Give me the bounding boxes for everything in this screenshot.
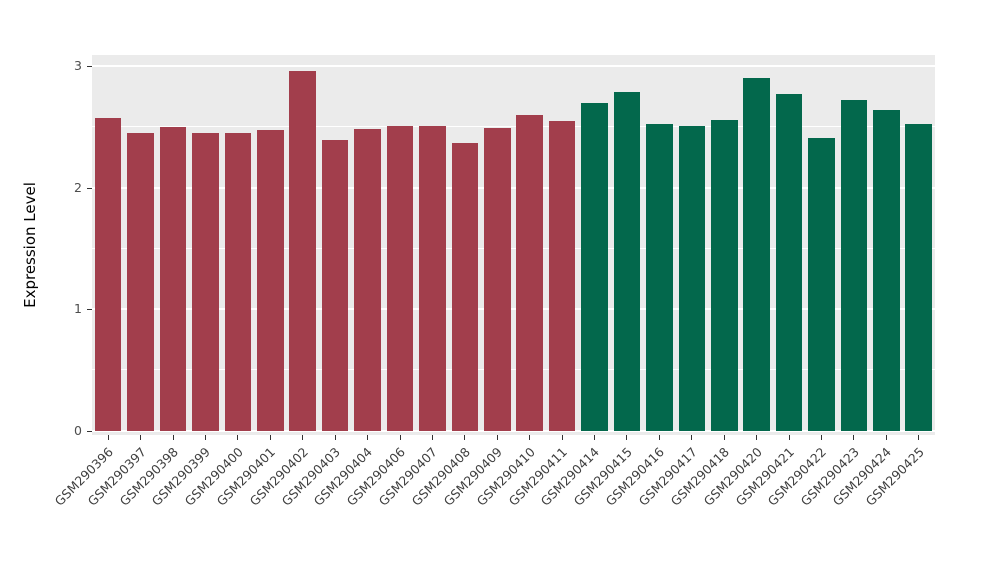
bar bbox=[808, 137, 835, 431]
bar bbox=[905, 124, 933, 431]
x-tick-mark bbox=[885, 435, 887, 440]
bar bbox=[354, 129, 381, 431]
x-tick-mark bbox=[918, 435, 920, 440]
x-tick-mark bbox=[756, 435, 758, 440]
x-tick-mark bbox=[821, 435, 823, 440]
y-tick-label: 2 bbox=[74, 179, 82, 195]
gridline-major bbox=[92, 430, 935, 432]
gridline-minor bbox=[92, 369, 935, 371]
bar bbox=[224, 132, 252, 431]
x-tick-mark bbox=[594, 435, 596, 440]
x-tick-mark bbox=[334, 435, 336, 440]
x-tick-mark bbox=[107, 435, 109, 440]
bar bbox=[775, 93, 803, 431]
bar bbox=[289, 70, 317, 431]
x-tick-mark bbox=[464, 435, 466, 440]
x-tick-mark bbox=[399, 435, 401, 440]
plot-panel bbox=[92, 55, 935, 435]
x-tick-mark bbox=[367, 435, 369, 440]
bar bbox=[548, 120, 576, 431]
x-tick-mark bbox=[561, 435, 563, 440]
y-tick-label: 0 bbox=[74, 423, 82, 438]
x-tick-mark bbox=[853, 435, 855, 440]
x-tick-mark bbox=[302, 435, 304, 440]
y-tick-label: 1 bbox=[74, 301, 82, 317]
bar bbox=[386, 125, 414, 431]
bar bbox=[873, 109, 900, 431]
bar bbox=[451, 142, 479, 431]
bar bbox=[321, 140, 349, 431]
bar bbox=[419, 125, 446, 431]
x-tick-mark bbox=[691, 435, 693, 440]
bar bbox=[257, 130, 284, 431]
bar bbox=[678, 125, 706, 431]
x-tick-mark bbox=[431, 435, 433, 440]
bar bbox=[581, 102, 608, 431]
y-tick-mark bbox=[87, 66, 92, 67]
x-tick-mark bbox=[626, 435, 628, 440]
x-tick-mark bbox=[496, 435, 498, 440]
y-tick-mark bbox=[87, 431, 92, 432]
x-tick-mark bbox=[140, 435, 142, 440]
y-tick-label: 3 bbox=[74, 58, 82, 73]
bar bbox=[483, 128, 511, 431]
gridline-major bbox=[92, 308, 935, 311]
x-tick-mark bbox=[658, 435, 660, 440]
x-tick-mark bbox=[788, 435, 790, 440]
gridline-minor bbox=[92, 125, 935, 127]
y-axis-title: Expression Level bbox=[21, 182, 39, 308]
bar bbox=[613, 91, 641, 431]
bar bbox=[840, 100, 868, 431]
y-tick-mark bbox=[87, 309, 92, 311]
gridline-major bbox=[92, 186, 935, 189]
x-tick-mark bbox=[723, 435, 725, 440]
bar bbox=[192, 132, 219, 431]
bar bbox=[516, 114, 543, 431]
x-tick-mark bbox=[204, 435, 206, 440]
bar bbox=[710, 119, 738, 431]
bar bbox=[646, 124, 673, 431]
x-tick-mark bbox=[529, 435, 531, 440]
gridline-major bbox=[92, 65, 935, 67]
gridline-minor bbox=[92, 247, 935, 249]
bar bbox=[94, 118, 122, 431]
bar bbox=[127, 132, 154, 431]
bar bbox=[743, 78, 770, 431]
y-tick-mark bbox=[87, 187, 92, 189]
x-tick-mark bbox=[237, 435, 239, 440]
bar bbox=[159, 126, 187, 431]
x-tick-mark bbox=[172, 435, 174, 440]
x-tick-mark bbox=[269, 435, 271, 440]
